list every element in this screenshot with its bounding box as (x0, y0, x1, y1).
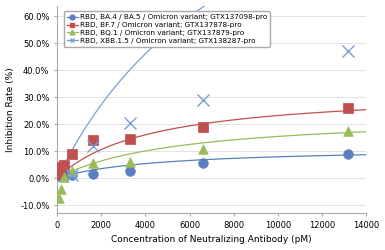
Legend: RBD, BA.4 / BA.5 / Omicron variant; GTX137098-pro, RBD, BF.7 / Omicron variant; : RBD, BA.4 / BA.5 / Omicron variant; GTX1… (64, 11, 270, 47)
Point (127, 137, 133, 141)
Point (90, 172, 97, 176)
Y-axis label: Inhibition Rate (%): Inhibition Rate (%) (5, 67, 15, 152)
Point (69, 174, 75, 178)
Point (58, 187, 64, 191)
Point (61, 172, 67, 176)
Point (90, 144, 97, 148)
Point (69, 152, 75, 156)
Point (56, 172, 62, 176)
Point (69, 173, 75, 177)
Point (58, 171, 64, 175)
Point (127, 121, 133, 125)
Point (69, 170, 75, 173)
Point (199, 125, 206, 129)
Point (345, 152, 351, 156)
Point (58, 166, 64, 170)
Point (56, 174, 62, 178)
Point (61, 163, 67, 167)
Point (90, 161, 97, 165)
Point (345, 106, 351, 110)
Point (199, 98, 206, 102)
Point (61, 175, 67, 179)
Point (127, 169, 133, 173)
Point (90, 138, 97, 142)
Point (199, 146, 206, 150)
Point (345, 129, 351, 133)
Point (56, 196, 62, 200)
Point (345, 50, 351, 54)
Point (199, 161, 206, 165)
Point (127, 160, 133, 164)
X-axis label: Concentration of Neutralizing Antibody (pM): Concentration of Neutralizing Antibody (… (111, 236, 312, 244)
